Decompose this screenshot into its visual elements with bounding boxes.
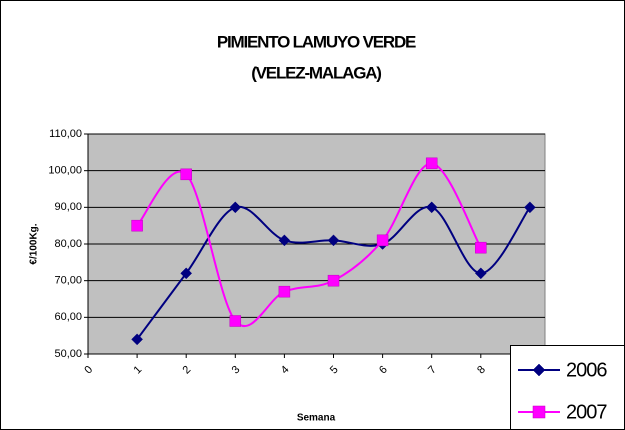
y-tick-label: 60,00 [54, 311, 82, 323]
legend-label: 2007 [566, 401, 607, 423]
legend-box [510, 345, 625, 430]
y-tick-label: 80,00 [54, 238, 82, 250]
marker [532, 405, 546, 419]
marker [327, 274, 340, 287]
marker [229, 315, 242, 327]
x-axis-title: Semana [297, 413, 336, 424]
legend-label: 2006 [566, 359, 607, 381]
chart-title: (VELEZ-MALAGA) [251, 63, 381, 82]
y-tick-label: 50,00 [54, 348, 82, 360]
marker [474, 267, 487, 280]
y-axis-title: €/100Kg. [29, 223, 40, 264]
marker [475, 241, 487, 254]
y-tick-label: 90,00 [54, 201, 82, 213]
marker [131, 219, 143, 232]
marker [180, 168, 192, 181]
marker [327, 234, 340, 247]
y-tick-label: 70,00 [54, 275, 82, 287]
marker [180, 267, 193, 280]
marker [532, 363, 546, 377]
y-tick-label: 110,00 [49, 128, 82, 140]
y-tick-label: 100,00 [48, 165, 82, 177]
marker [278, 234, 291, 247]
marker [425, 201, 438, 214]
chart-title: PIMIENTO LAMUYO VERDE [217, 32, 416, 51]
marker [524, 201, 536, 214]
marker [278, 285, 291, 298]
marker [131, 333, 143, 346]
marker [425, 157, 438, 170]
legend: 2006 2007 [510, 345, 625, 430]
marker [229, 201, 242, 214]
marker [376, 234, 389, 247]
